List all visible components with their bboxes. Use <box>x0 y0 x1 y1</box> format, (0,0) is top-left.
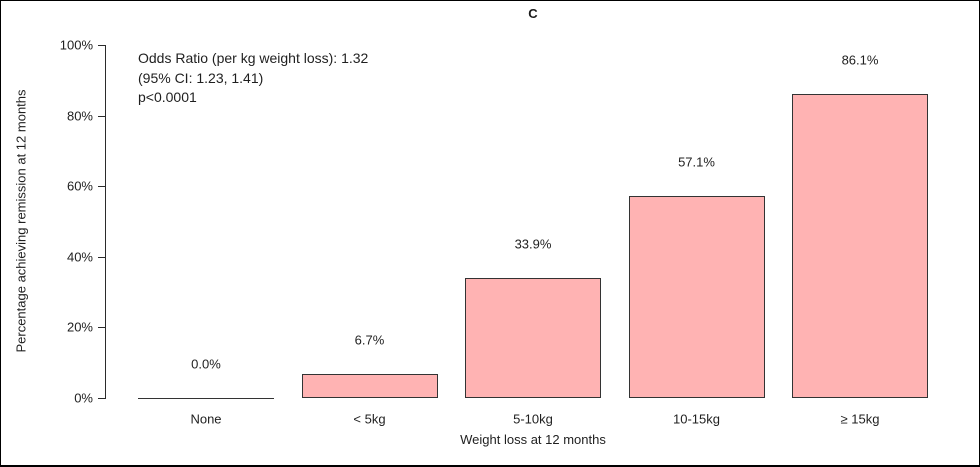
y-tick-mark <box>98 256 105 258</box>
x-tick-label: None <box>190 411 222 427</box>
bar <box>628 196 765 398</box>
bar <box>465 278 601 398</box>
bar <box>301 374 438 398</box>
y-tick-label: 40% <box>66 249 93 265</box>
y-tick-mark <box>98 186 105 188</box>
y-tick-label: 80% <box>66 108 93 124</box>
y-axis-title: Percentage achieving remission at 12 mon… <box>13 89 29 353</box>
bar-value-label: 0.0% <box>191 356 221 372</box>
bar <box>138 398 274 399</box>
bar-value-label: 57.1% <box>678 154 715 170</box>
y-tick-mark <box>98 115 105 117</box>
bar-value-label: 86.1% <box>841 52 879 68</box>
y-axis-line <box>105 45 106 399</box>
x-tick-label: ≥ 15kg <box>840 411 880 427</box>
bar <box>792 94 928 398</box>
y-tick-mark <box>98 398 105 399</box>
bar-value-label: 6.7% <box>354 332 385 348</box>
y-tick-label: 0% <box>74 390 93 406</box>
bar-value-label: 33.9% <box>514 236 552 252</box>
chart-title: C <box>528 6 538 21</box>
x-tick-label: 5-10kg <box>513 411 553 427</box>
y-tick-mark <box>98 327 105 329</box>
stats-annotation: Odds Ratio (per kg weight loss): 1.32 (9… <box>138 50 369 105</box>
x-tick-label: < 5kg <box>353 411 386 427</box>
x-axis-title: Weight loss at 12 months <box>460 432 606 447</box>
y-tick-label: 100% <box>59 37 93 53</box>
y-tick-label: 60% <box>66 178 93 194</box>
y-tick-mark <box>98 45 105 46</box>
y-tick-label: 20% <box>66 319 93 335</box>
x-tick-label: 10-15kg <box>673 411 720 427</box>
